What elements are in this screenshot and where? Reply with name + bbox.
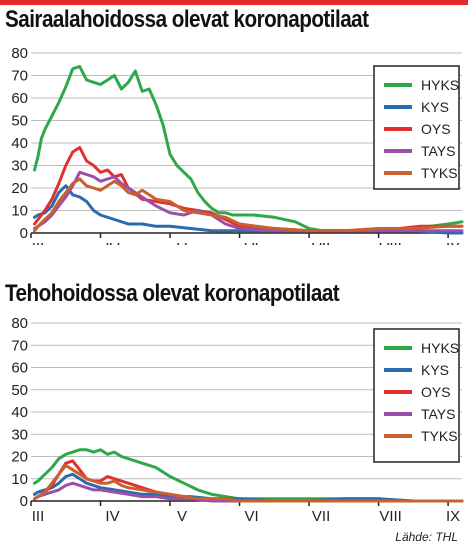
c0-legend-label-tyks: TYKS bbox=[421, 165, 458, 181]
chart-1-hospital-care: 0 10 20 30 40 50 60 70 80 III IV V VI VII VIII IX HYKS KY… bbox=[11, 45, 464, 245]
c1-legend-label-tays: TAYS bbox=[421, 406, 456, 422]
c0-x-tick-label: VII bbox=[312, 240, 330, 245]
c1-x-tick-label: III bbox=[32, 508, 45, 525]
accent-bar bbox=[0, 0, 468, 5]
c0-y-tick-label: 20 bbox=[11, 180, 28, 197]
c1-x-tick-label: IX bbox=[446, 508, 460, 525]
c1-y-tick-label: 80 bbox=[11, 315, 28, 332]
c1-x-tick-label: VII bbox=[312, 508, 330, 525]
c0-y-tick-label: 60 bbox=[11, 90, 28, 107]
chart-1-title: Sairaalahoidossa olevat koronapotilaat bbox=[5, 6, 369, 33]
c1-x-tick-label: V bbox=[177, 508, 187, 525]
c0-x-tick-label: V bbox=[177, 240, 187, 245]
c0-y-tick-label: 0 bbox=[20, 225, 28, 242]
c1-x-tick-label: VIII bbox=[379, 508, 402, 525]
c0-legend-label-oys: OYS bbox=[421, 121, 451, 137]
c0-y-tick-label: 80 bbox=[11, 45, 28, 62]
c0-y-tick-label: 50 bbox=[11, 113, 28, 130]
c0-series-line-hyks bbox=[33, 65, 464, 233]
c1-legend-label-tyks: TYKS bbox=[421, 428, 458, 444]
c0-legend-label-hyks: HYKS bbox=[421, 77, 459, 93]
c0-legend-label-kys: KYS bbox=[421, 99, 449, 115]
c1-legend-label-hyks: HYKS bbox=[421, 340, 459, 356]
chart-2-intensive-care: 0 10 20 30 40 50 60 70 80 III IV V VI VII VIII IX HYKS KY… bbox=[11, 315, 464, 525]
source-note: Lähde: THL bbox=[395, 530, 458, 544]
c1-legend-label-kys: KYS bbox=[421, 362, 449, 378]
c1-y-tick-label: 10 bbox=[11, 471, 28, 488]
c1-series-line-kys bbox=[33, 472, 464, 503]
c0-x-tick-label: III bbox=[32, 240, 45, 245]
c0-y-tick-label: 70 bbox=[11, 68, 28, 85]
c1-legend-box bbox=[373, 328, 460, 463]
c0-y-tick-label: 10 bbox=[11, 203, 28, 220]
c1-y-tick-label: 70 bbox=[11, 337, 28, 354]
c1-y-tick-label: 30 bbox=[11, 426, 28, 443]
c1-legend-label-oys: OYS bbox=[421, 384, 451, 400]
c1-y-tick-label: 50 bbox=[11, 382, 28, 399]
c1-y-tick-label: 20 bbox=[11, 449, 28, 466]
c1-y-tick-label: 60 bbox=[11, 360, 28, 377]
c0-y-tick-label: 40 bbox=[11, 135, 28, 152]
c0-series-line-tyks bbox=[33, 177, 464, 233]
c1-series-line-hyks bbox=[33, 448, 464, 503]
c1-x-tick-label: IV bbox=[105, 508, 119, 525]
chart-2-title: Tehohoidossa olevat koronapotilaat bbox=[5, 280, 340, 307]
c0-x-tick-label: IX bbox=[446, 240, 460, 245]
c1-x-tick-label: VI bbox=[244, 508, 258, 525]
c0-x-tick-label: VIII bbox=[379, 240, 402, 245]
c1-series-line-tyks bbox=[33, 463, 464, 503]
c1-y-tick-label: 0 bbox=[20, 493, 28, 510]
c0-y-tick-label: 30 bbox=[11, 158, 28, 175]
c0-legend-label-tays: TAYS bbox=[421, 143, 456, 159]
c0-x-tick-label: VI bbox=[244, 240, 258, 245]
c1-y-tick-label: 40 bbox=[11, 404, 28, 421]
c0-x-tick-label: IV bbox=[105, 240, 119, 245]
